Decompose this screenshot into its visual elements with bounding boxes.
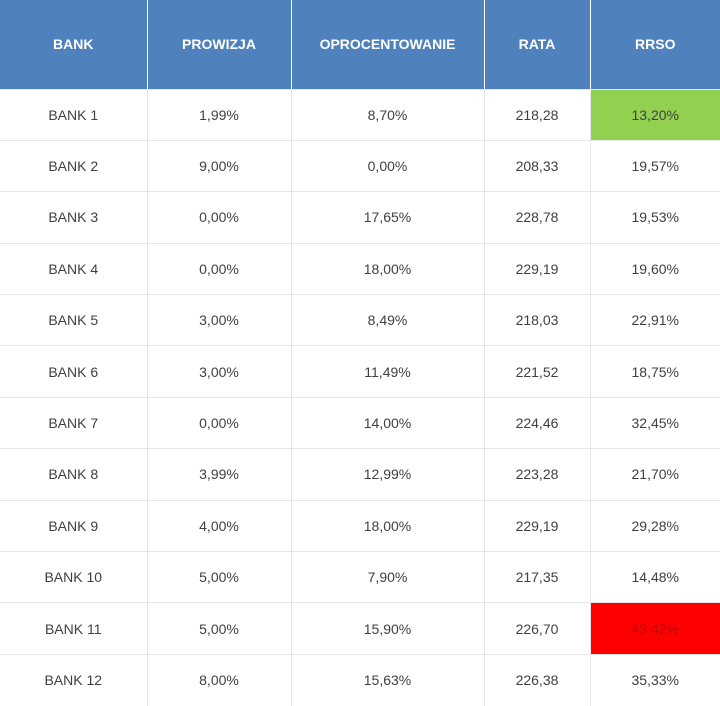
- oprocentowanie-cell: 18,00%: [290, 499, 485, 553]
- prowizja-cell: 4,00%: [146, 499, 292, 553]
- bank-name-cell: BANK 8: [0, 448, 148, 501]
- prowizja-cell: 3,99%: [146, 448, 292, 501]
- table-row: BANK 8 3,99% 12,99% 223,28 21,70%: [0, 448, 720, 501]
- table-row: BANK 3 0,00% 17,65% 228,78 19,53%: [0, 191, 720, 244]
- rata-cell: 226,70: [483, 602, 591, 655]
- table-row: BANK 7 0,00% 14,00% 224,46 32,45%: [0, 396, 720, 450]
- rrso-cell: 19,53%: [589, 191, 720, 244]
- bank-name-cell: BANK 7: [0, 396, 148, 450]
- rata-cell: 228,78: [483, 191, 591, 244]
- column-header-prowizja: PROWIZJA: [146, 0, 292, 89]
- bank-name-cell: BANK 1: [0, 88, 148, 141]
- rrso-cell: 14,48%: [589, 551, 720, 604]
- oprocentowanie-cell: 15,90%: [290, 602, 485, 655]
- rrso-cell: 35,33%: [589, 653, 720, 706]
- oprocentowanie-cell: 8,70%: [290, 88, 485, 141]
- rrso-cell: 19,60%: [589, 242, 720, 296]
- rrso-cell: 13,20%: [589, 88, 720, 141]
- prowizja-cell: 0,00%: [146, 191, 292, 244]
- oprocentowanie-cell: 11,49%: [290, 345, 485, 398]
- prowizja-cell: 0,00%: [146, 396, 292, 450]
- rrso-cell: 43,42%: [589, 602, 720, 655]
- bank-name-cell: BANK 10: [0, 551, 148, 604]
- rata-cell: 224,46: [483, 396, 591, 450]
- oprocentowanie-cell: 15,63%: [290, 653, 485, 706]
- bank-name-cell: BANK 6: [0, 345, 148, 398]
- rata-cell: 221,52: [483, 345, 591, 398]
- oprocentowanie-cell: 0,00%: [290, 139, 485, 193]
- table-row: BANK 2 9,00% 0,00% 208,33 19,57%: [0, 139, 720, 193]
- bank-name-cell: BANK 2: [0, 139, 148, 193]
- table-row: BANK 5 3,00% 8,49% 218,03 22,91%: [0, 294, 720, 347]
- oprocentowanie-cell: 17,65%: [290, 191, 485, 244]
- prowizja-cell: 8,00%: [146, 653, 292, 706]
- rata-cell: 218,03: [483, 294, 591, 347]
- table-body: BANK 1 1,99% 8,70% 218,28 13,20% BANK 2 9,00% 0…: [0, 88, 720, 706]
- bank-name-cell: BANK 5: [0, 294, 148, 347]
- prowizja-cell: 1,99%: [146, 88, 292, 141]
- rata-cell: 217,35: [483, 551, 591, 604]
- table-row: BANK 4 0,00% 18,00% 229,19 19,60%: [0, 242, 720, 296]
- table-row: BANK 10 5,00% 7,90% 217,35 14,48%: [0, 551, 720, 604]
- table-row: BANK 11 5,00% 15,90% 226,70 43,42%: [0, 602, 720, 655]
- oprocentowanie-cell: 8,49%: [290, 294, 485, 347]
- column-header-oprocentowanie: OPROCENTOWANIE: [290, 0, 485, 89]
- rrso-cell: 32,45%: [589, 396, 720, 450]
- prowizja-cell: 3,00%: [146, 345, 292, 398]
- rata-cell: 226,38: [483, 653, 591, 706]
- prowizja-cell: 5,00%: [146, 602, 292, 655]
- table-row: BANK 1 1,99% 8,70% 218,28 13,20%: [0, 88, 720, 141]
- prowizja-cell: 3,00%: [146, 294, 292, 347]
- rata-cell: 229,19: [483, 242, 591, 296]
- rrso-cell: 18,75%: [589, 345, 720, 398]
- prowizja-cell: 9,00%: [146, 139, 292, 193]
- oprocentowanie-cell: 12,99%: [290, 448, 485, 501]
- column-header-bank: BANK: [0, 0, 148, 89]
- rrso-cell: 29,28%: [589, 499, 720, 553]
- prowizja-cell: 5,00%: [146, 551, 292, 604]
- table-row: BANK 12 8,00% 15,63% 226,38 35,33%: [0, 653, 720, 706]
- bank-name-cell: BANK 3: [0, 191, 148, 244]
- rata-cell: 208,33: [483, 139, 591, 193]
- bank-name-cell: BANK 9: [0, 499, 148, 553]
- table-row: BANK 9 4,00% 18,00% 229,19 29,28%: [0, 499, 720, 553]
- oprocentowanie-cell: 7,90%: [290, 551, 485, 604]
- bank-name-cell: BANK 11: [0, 602, 148, 655]
- rrso-cell: 19,57%: [589, 139, 720, 193]
- bank-name-cell: BANK 4: [0, 242, 148, 296]
- rata-cell: 229,19: [483, 499, 591, 553]
- rata-cell: 223,28: [483, 448, 591, 501]
- table-header: BANK PROWIZJA OPROCENTOWANIE RATA RRSO: [0, 0, 720, 89]
- rrso-cell: 22,91%: [589, 294, 720, 347]
- oprocentowanie-cell: 18,00%: [290, 242, 485, 296]
- rrso-cell: 21,70%: [589, 448, 720, 501]
- bank-name-cell: BANK 12: [0, 653, 148, 706]
- oprocentowanie-cell: 14,00%: [290, 396, 485, 450]
- prowizja-cell: 0,00%: [146, 242, 292, 296]
- header-row: BANK PROWIZJA OPROCENTOWANIE RATA RRSO: [0, 0, 720, 89]
- rata-cell: 218,28: [483, 88, 591, 141]
- column-header-rrso: RRSO: [589, 0, 720, 89]
- column-header-rata: RATA: [483, 0, 591, 89]
- table-row: BANK 6 3,00% 11,49% 221,52 18,75%: [0, 345, 720, 398]
